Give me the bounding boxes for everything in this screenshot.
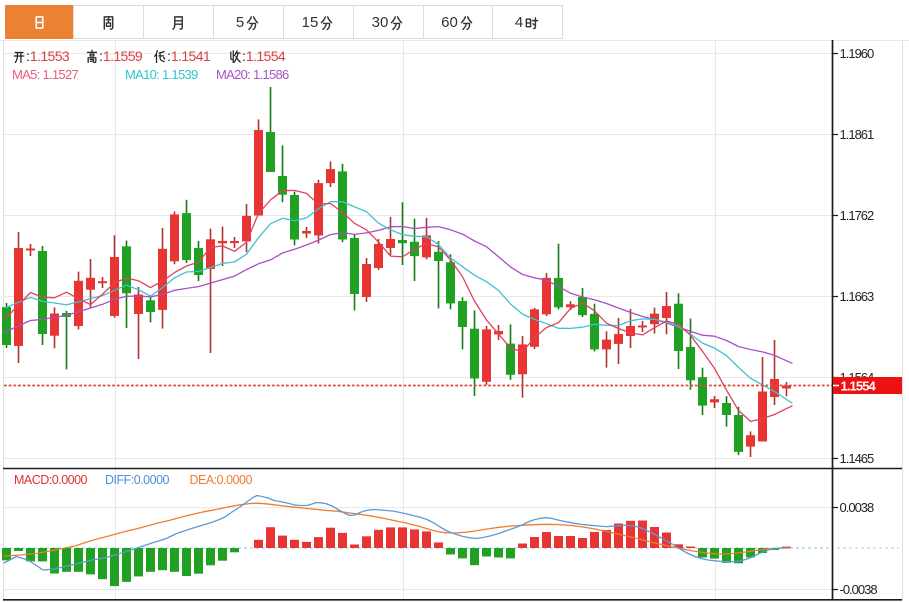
svg-text:1.1960: 1.1960 [840, 46, 875, 61]
svg-text:1.1554: 1.1554 [841, 379, 877, 394]
svg-text:1.1861: 1.1861 [840, 127, 875, 142]
svg-text:1.1663: 1.1663 [840, 289, 875, 304]
svg-text:1.1762: 1.1762 [840, 208, 875, 223]
svg-text:-0.0038: -0.0038 [840, 582, 878, 597]
svg-text:1.1465: 1.1465 [840, 451, 875, 466]
svg-text:0.0038: 0.0038 [840, 500, 875, 515]
